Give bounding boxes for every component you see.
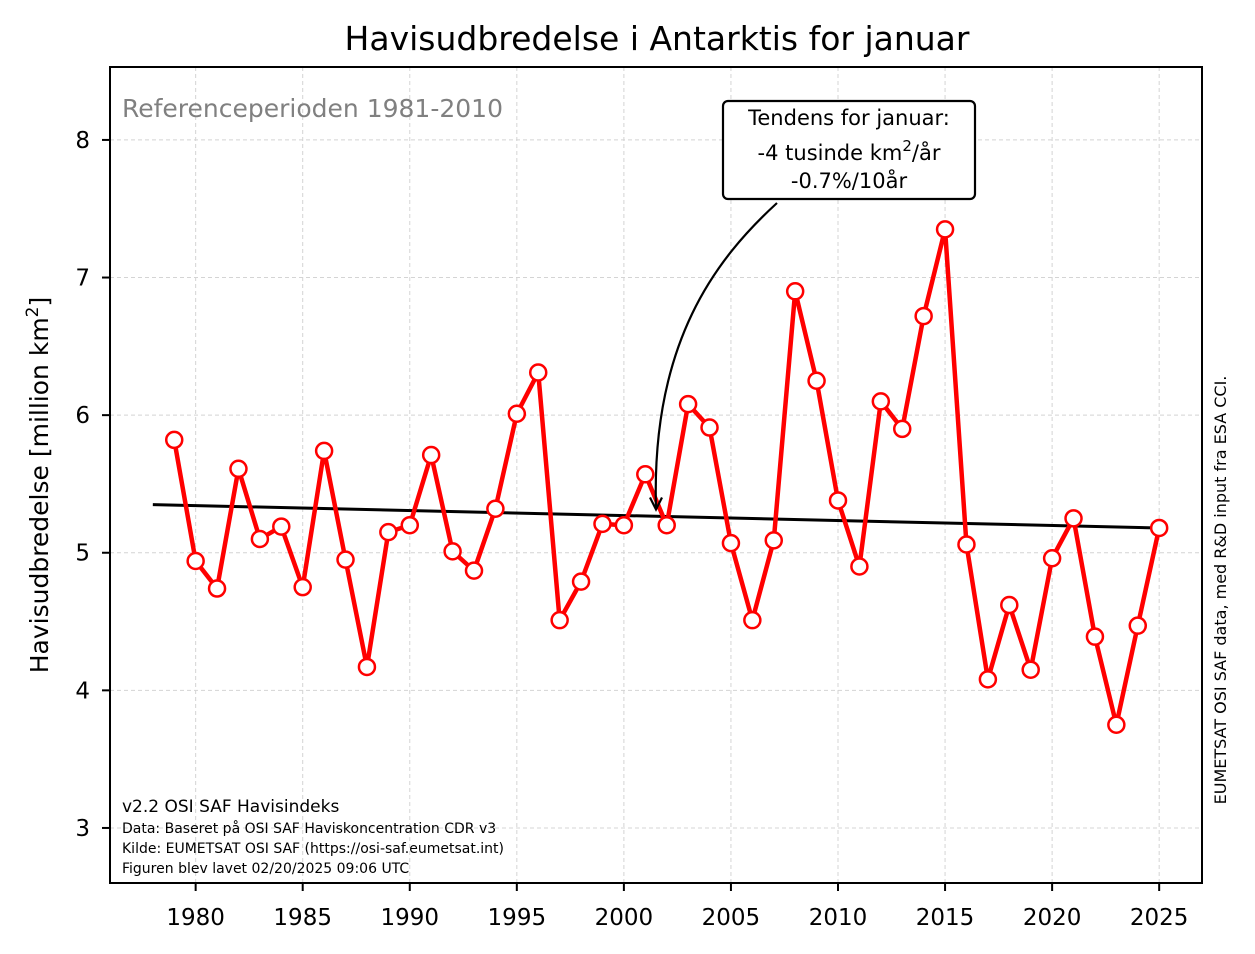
x-tick-label: 2010 [809, 905, 868, 931]
y-tick-label: 8 [75, 128, 90, 154]
trend-line [152, 503, 1160, 530]
footnote-version: v2.2 OSI SAF Havisindeks [122, 797, 339, 817]
data-point [1064, 509, 1083, 528]
data-point [1128, 616, 1148, 635]
data-point [272, 517, 291, 536]
annotation-line-3: -0.7%/10år [791, 168, 908, 193]
grid [110, 67, 1202, 883]
y-axis: 3 4 5 6 7 8 [75, 128, 110, 842]
data-point [871, 392, 891, 411]
data-point [314, 441, 334, 461]
y-tick-label: 4 [75, 678, 90, 704]
annotation-line-2: -4 tusinde km2/år [758, 137, 941, 165]
data-point [357, 657, 377, 677]
chart-title: Havisudbredelse i Antarktis for januar [345, 19, 970, 58]
data-point [636, 465, 655, 484]
y-tick-label: 6 [75, 403, 90, 429]
data-point [207, 579, 227, 598]
data-point [850, 557, 869, 576]
data-point [764, 531, 784, 550]
trend-annotation: Tendens for januar: -4 tusinde km2/år -0… [649, 99, 977, 512]
footnote-data: Data: Baseret på OSI SAF Haviskoncentrat… [122, 820, 496, 837]
annotation-line-2-end: /år [912, 140, 941, 165]
plot-frame [109, 66, 1203, 884]
data-point [614, 515, 634, 535]
data-point [593, 514, 612, 534]
x-tick-label: 2020 [1023, 905, 1082, 931]
x-tick-label: 1995 [488, 905, 547, 931]
annotation-line-2-main: -4 tusinde km [758, 141, 903, 165]
data-point [421, 445, 441, 465]
footnote-source: Kilde: EUMETSAT OSI SAF (https://osi-saf… [122, 841, 504, 857]
x-tick-label: 1980 [166, 905, 225, 931]
y-tick-label: 7 [75, 266, 90, 292]
data-point [164, 430, 184, 450]
y-tick-label: 3 [75, 816, 90, 842]
data-point [486, 499, 505, 518]
data-point [571, 572, 591, 591]
y-axis-label-main: Havisudbredelse [million km [25, 317, 54, 673]
y-axis-label: Havisudbredelse [million km2] [23, 297, 54, 674]
data-point [1000, 595, 1019, 615]
data-point [250, 529, 270, 549]
data-point [1021, 660, 1040, 679]
x-tick-label: 2025 [1130, 905, 1189, 931]
data-point [443, 542, 462, 561]
x-axis: 1980 1985 1990 1995 2000 2005 2010 2015 2020 2025 [166, 883, 1188, 931]
data-point [743, 610, 762, 630]
footnote-created: Figuren blev lavet 02/20/2025 09:06 UTC [122, 861, 409, 877]
data-point [807, 371, 826, 390]
x-tick-label: 2015 [916, 905, 975, 931]
x-tick-label: 1990 [380, 905, 439, 931]
x-tick-label: 1985 [273, 905, 332, 931]
data-point [978, 670, 998, 689]
y-axis-label-sup: 2 [23, 307, 43, 318]
y-tick-label: 5 [75, 541, 90, 567]
data-point [186, 551, 205, 571]
data-point [828, 491, 848, 510]
data-credit: EUMETSAT OSI SAF data, med R&D input fra… [1211, 376, 1230, 805]
data-point [1107, 715, 1126, 735]
extent-series-line [172, 227, 1162, 728]
data-point [229, 459, 248, 479]
data-point [657, 515, 676, 535]
annotation-line-2-sup: 2 [902, 137, 912, 155]
annotation-arrowhead [649, 496, 663, 512]
y-axis-label-end: ] [25, 297, 54, 307]
annotation-line-1: Tendens for januar: [747, 106, 950, 130]
annotation-arrow [654, 202, 778, 509]
data-point [464, 561, 484, 580]
data-point [379, 522, 398, 542]
data-point [1149, 518, 1169, 538]
data-point [678, 394, 698, 414]
data-point [550, 610, 569, 630]
x-tick-label: 2005 [702, 905, 761, 931]
data-point [293, 577, 312, 597]
reference-period-note: Referenceperioden 1981-2010 [122, 94, 503, 123]
data-point [528, 363, 548, 382]
data-point [1042, 549, 1062, 568]
data-point [700, 418, 719, 437]
data-point [785, 282, 805, 301]
data-point [935, 220, 955, 239]
data-point [914, 306, 933, 326]
data-point [721, 533, 741, 553]
data-point [336, 550, 355, 569]
data-point [957, 535, 976, 554]
data-point [507, 404, 527, 424]
data-point [400, 515, 420, 535]
data-point [1085, 627, 1105, 646]
extent-markers [164, 220, 1169, 735]
annotation-box [721, 99, 977, 201]
data-point [892, 419, 912, 439]
x-tick-label: 2000 [595, 905, 654, 931]
